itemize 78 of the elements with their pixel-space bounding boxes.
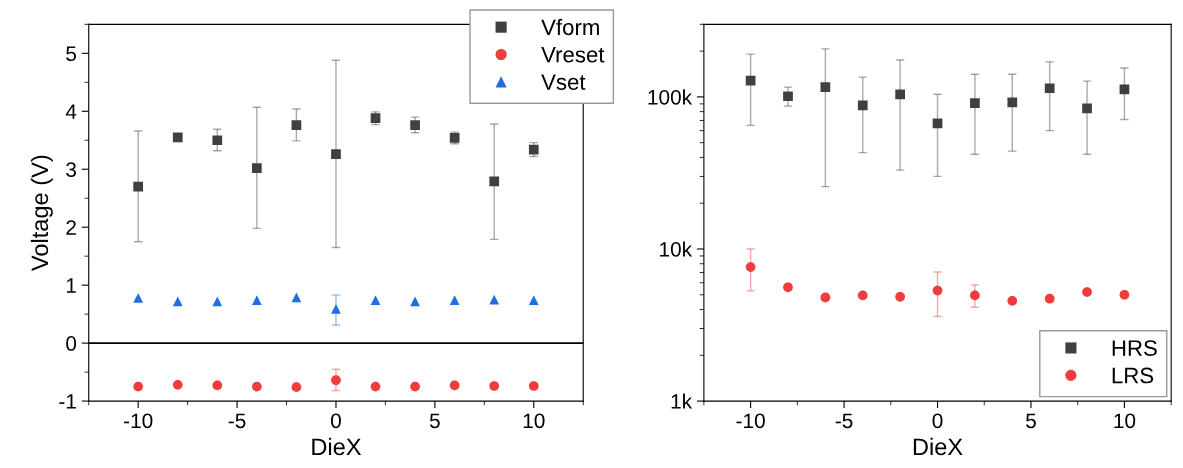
point	[1119, 289, 1130, 300]
point	[172, 132, 183, 143]
y-tick-label: -1	[59, 394, 76, 409]
x-tick-label: -5	[835, 413, 853, 429]
point	[331, 304, 341, 314]
y-tick-label: 5	[66, 46, 77, 62]
point	[932, 285, 943, 296]
point	[820, 82, 831, 92]
legend-label: Vset	[541, 74, 586, 90]
x-tick-label: -10	[124, 413, 153, 429]
x-axis-title: DieX	[312, 437, 362, 456]
point	[251, 381, 262, 392]
point	[1082, 103, 1092, 114]
point	[489, 294, 500, 305]
y-tick-label: 4	[65, 104, 77, 119]
point	[489, 381, 500, 391]
point	[331, 149, 341, 160]
point	[857, 100, 868, 111]
point	[528, 295, 539, 306]
x-tick-label: -10	[736, 413, 765, 429]
y-axis-title: Voltage (V)	[30, 155, 53, 272]
point	[172, 296, 183, 307]
y-tick-label: 2	[66, 220, 76, 235]
point	[745, 262, 756, 272]
point	[291, 120, 302, 131]
legend-label: Vform	[541, 18, 599, 36]
point	[449, 380, 460, 391]
point	[449, 295, 460, 306]
point	[251, 163, 262, 173]
point	[489, 176, 500, 187]
point	[251, 295, 262, 306]
x-axis-title: DieX	[913, 437, 963, 456]
point	[133, 181, 144, 192]
y-tick-label: 0	[66, 336, 77, 351]
point	[1007, 295, 1018, 306]
x-tick-label: 5	[1026, 413, 1036, 429]
point	[410, 296, 420, 307]
y-tick-label: 100k	[648, 89, 693, 105]
point	[133, 293, 144, 303]
point	[1044, 83, 1055, 94]
legend-label: Vreset	[541, 47, 605, 63]
point	[783, 91, 793, 102]
point	[932, 118, 943, 129]
point	[528, 381, 539, 391]
point	[291, 382, 302, 393]
y-tick-label: 3	[66, 162, 76, 177]
legend-label: LRS	[1112, 367, 1154, 384]
point	[370, 295, 381, 306]
x-tick-label: 10	[523, 413, 545, 429]
point	[212, 380, 223, 391]
x-tick-label: 10	[1114, 413, 1136, 429]
point	[212, 135, 223, 146]
x-tick-label: 0	[330, 413, 341, 429]
point	[410, 381, 420, 392]
point	[410, 120, 420, 131]
point	[1044, 293, 1055, 304]
point	[895, 291, 906, 302]
y-tick-label: 1k	[671, 393, 693, 409]
point	[970, 98, 980, 108]
y-tick-label: 10k	[660, 241, 693, 257]
point	[1082, 287, 1092, 297]
point	[857, 290, 868, 301]
point	[783, 282, 793, 293]
legend-label: HRS	[1112, 340, 1157, 356]
x-tick-label: 0	[932, 413, 943, 429]
y-tick-label: 1	[66, 278, 76, 293]
point	[1007, 97, 1018, 108]
point	[895, 89, 906, 100]
x-tick-label: 5	[429, 413, 440, 429]
point	[133, 381, 144, 392]
point	[370, 381, 381, 392]
point	[291, 292, 302, 303]
point	[331, 375, 341, 386]
point	[212, 296, 223, 307]
point	[970, 290, 980, 301]
point	[172, 379, 183, 390]
x-tick-label: -5	[228, 413, 246, 429]
point	[820, 292, 831, 303]
